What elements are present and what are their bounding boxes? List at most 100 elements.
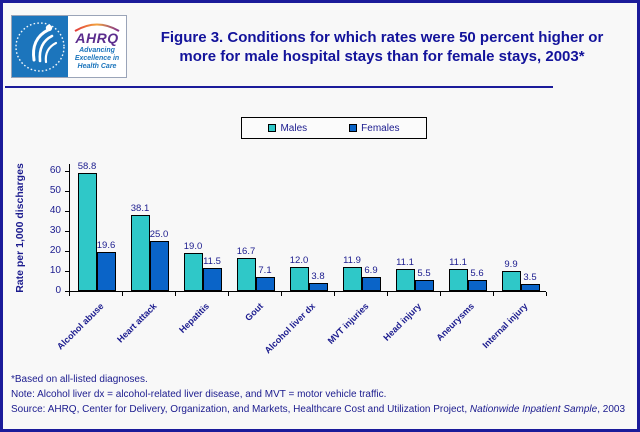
bar-group: 19.0 11.5 — [176, 164, 229, 291]
figure-title: Figure 3. Conditions for which rates wer… — [160, 28, 604, 65]
x-tick-mark — [493, 292, 494, 296]
y-tick-label: 0 — [55, 285, 61, 296]
y-tick-label: 30 — [49, 225, 61, 236]
y-tick-mark — [65, 191, 69, 192]
x-tick-mark — [387, 292, 388, 296]
males-bar: 19.0 — [183, 241, 203, 291]
males-bar: 16.7 — [236, 246, 256, 291]
males-bar: 11.1 — [395, 257, 415, 291]
ahrq-logo-panel: AHRQ Advancing Excellence in Health Care — [68, 16, 126, 77]
y-tick-label: 40 — [49, 205, 61, 216]
y-tick-label: 60 — [49, 165, 61, 176]
bar-value-label: 7.1 — [258, 264, 272, 276]
females-bar: 5.6 — [467, 268, 487, 291]
y-axis-label-area: Rate per 1,000 discharges — [5, 163, 35, 358]
y-tick-mark — [65, 171, 69, 172]
source-year: , 2003 — [597, 404, 626, 415]
legend-item-males: Males — [268, 123, 307, 134]
bar-value-label: 11.1 — [396, 256, 414, 268]
y-tick-mark — [65, 211, 69, 212]
bar-chart: Rate per 1,000 discharges 0 10 20 30 40 50 60 … — [5, 161, 637, 358]
bar-value-label: 16.7 — [236, 245, 256, 257]
header: AHRQ Advancing Excellence in Health Care… — [3, 3, 637, 86]
bar-group: 38.1 25.0 — [123, 164, 176, 291]
footnote-note: Note: Alcohol liver dx = alcohol-related… — [11, 389, 387, 400]
males-bar: 11.9 — [342, 255, 362, 291]
chart-legend: Males Females — [241, 117, 427, 139]
males-bar: 38.1 — [130, 203, 150, 291]
y-tick-label: 10 — [49, 265, 61, 276]
plot-area: 58.8 19.6 38.1 25.0 19.0 11.5 16.7 7.1 12.0 3.8 11… — [69, 161, 547, 292]
x-category-label: Hepatitis — [177, 301, 212, 335]
x-tick-mark — [69, 292, 70, 296]
x-category-label: Gout — [242, 301, 265, 323]
x-category-label: Alcohol abuse — [55, 301, 106, 352]
hhs-eagle-icon — [15, 21, 65, 72]
x-axis-labels: Alcohol abuse Heart attack Hepatitis Gout Al… — [55, 292, 547, 358]
bar-group: 9.9 3.5 — [494, 164, 547, 291]
x-tick-mark — [228, 292, 229, 296]
x-category-label: Heart attack — [115, 301, 159, 345]
bar-value-label: 11.1 — [449, 256, 467, 268]
bar-group: 58.8 19.6 — [70, 161, 123, 291]
y-tick-mark — [65, 291, 69, 292]
bar-value-label: 38.1 — [130, 202, 150, 214]
bar-value-label: 58.8 — [77, 161, 97, 173]
footnotes: *Based on all-listed diagnoses. Note: Al… — [11, 372, 637, 417]
bar-value-label: 11.9 — [343, 255, 361, 267]
y-tick-mark — [65, 251, 69, 252]
y-tick-label: 50 — [49, 185, 61, 196]
x-category-label: Internal injury — [480, 301, 530, 351]
males-bar: 58.8 — [77, 161, 97, 291]
y-axis: 0 10 20 30 40 50 60 — [35, 164, 69, 296]
females-bar: 3.5 — [520, 272, 540, 291]
x-tick-mark — [281, 292, 282, 296]
females-bar: 25.0 — [149, 229, 169, 291]
ahrq-wordmark: AHRQ — [75, 29, 119, 46]
x-tick-mark — [175, 292, 176, 296]
y-tick-mark — [65, 231, 69, 232]
x-category-label: Aneurysms — [434, 301, 477, 343]
bar-value-label: 25.0 — [149, 229, 169, 240]
bar-value-label: 5.6 — [470, 267, 484, 279]
legend-item-females: Females — [349, 122, 400, 134]
x-category-label: Alcohol liver dx — [263, 301, 318, 356]
source-publication: Nationwide Inpatient Sample — [469, 404, 598, 415]
bar-group: 11.9 6.9 — [335, 164, 388, 291]
legend-label-females: Females — [361, 122, 400, 134]
tagline-line: Advancing — [79, 46, 115, 54]
bar-value-label: 5.5 — [417, 268, 431, 279]
females-bar: 6.9 — [361, 265, 381, 291]
y-tick-label: 20 — [49, 245, 61, 256]
source-text: Source: AHRQ, Center for Delivery, Organ… — [11, 404, 470, 415]
females-bar: 7.1 — [255, 265, 275, 291]
bar-group: 12.0 3.8 — [282, 164, 335, 291]
bar-value-label: 3.8 — [311, 271, 325, 283]
tagline-line: Health Care — [77, 62, 117, 70]
bar-value-label: 6.9 — [364, 265, 378, 277]
footnote-diagnoses: *Based on all-listed diagnoses. — [11, 374, 148, 385]
x-category-label: Head injury — [381, 301, 424, 343]
females-bar: 5.5 — [414, 268, 434, 291]
males-bar: 11.1 — [448, 257, 468, 291]
females-bar: 11.5 — [202, 256, 222, 291]
hhs-ahrq-logo: AHRQ Advancing Excellence in Health Care — [11, 15, 127, 78]
header-divider — [5, 86, 553, 88]
females-bar: 19.6 — [96, 240, 116, 291]
females-swatch — [349, 124, 358, 132]
y-tick-mark — [65, 271, 69, 272]
tagline-line: Excellence in — [74, 54, 120, 62]
x-tick-mark — [440, 292, 441, 296]
bar-value-label: 3.5 — [523, 272, 537, 283]
bar-group: 16.7 7.1 — [229, 164, 282, 291]
bar-value-label: 19.6 — [96, 239, 116, 251]
males-bar: 12.0 — [289, 255, 309, 291]
x-tick-mark — [122, 292, 123, 296]
bar-value-label: 9.9 — [504, 259, 518, 271]
males-swatch — [268, 124, 277, 132]
bar-value-label: 11.5 — [203, 256, 221, 267]
x-tick-mark — [334, 292, 335, 296]
x-tick-mark — [546, 292, 547, 296]
bar-group: 11.1 5.5 — [388, 164, 441, 291]
